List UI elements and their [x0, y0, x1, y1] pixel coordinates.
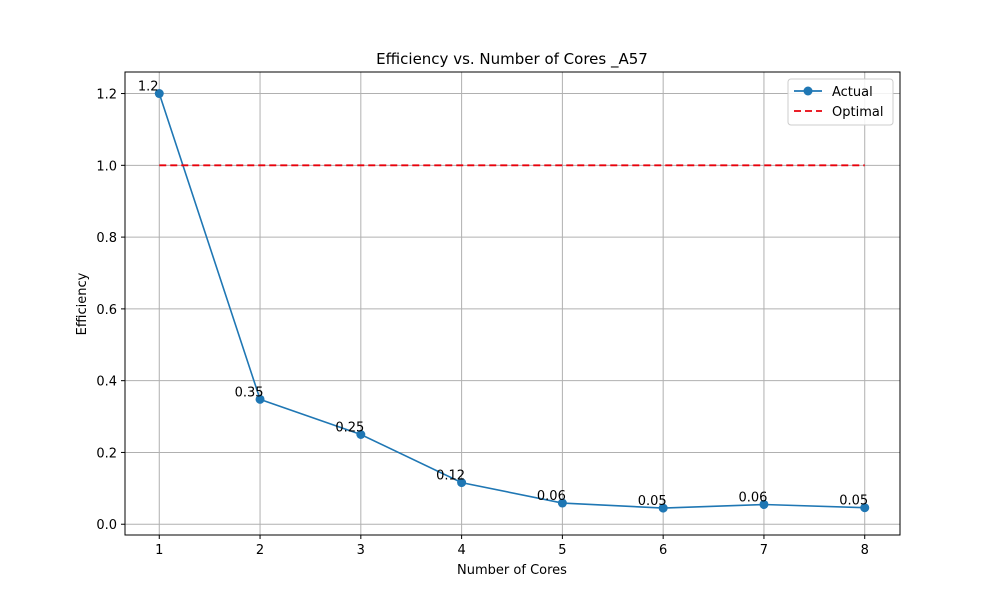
x-tick-label: 1: [155, 543, 163, 558]
x-axis-label: Number of Cores: [457, 563, 567, 578]
y-tick-label: 0.0: [96, 518, 117, 533]
data-point: [457, 478, 467, 488]
legend: Actual Optimal: [787, 78, 894, 126]
data-label: 0.05: [839, 494, 868, 509]
data-label: 0.35: [235, 385, 264, 400]
legend-marker: [803, 86, 813, 96]
data-label: 0.05: [638, 494, 667, 509]
data-label: 0.06: [537, 489, 566, 504]
data-label: 0.06: [738, 490, 767, 505]
ticks: 1 2 3 4 5 6 7 8 0.0 0.2 0.4 0.6 0.8 1.0 1.2: [96, 88, 869, 558]
x-tick-label: 4: [457, 543, 465, 558]
data-point: [356, 430, 366, 440]
data-point: [658, 503, 668, 513]
data-point: [759, 499, 769, 509]
y-tick-label: 0.6: [96, 303, 117, 318]
y-tick-label: 0.2: [96, 446, 117, 461]
data-point: [154, 89, 164, 99]
data-label: 0.25: [335, 421, 364, 436]
x-tick-label: 5: [558, 543, 566, 558]
data-point: [860, 503, 870, 513]
y-tick-label: 1.2: [96, 88, 117, 103]
x-tick-label: 7: [760, 543, 768, 558]
series-layer: 1.2 0.35 0.25 0.12 0.06 0.05 0.06 0.05: [138, 80, 870, 513]
chart-title: Efficiency vs. Number of Cores _A57: [376, 50, 648, 69]
x-tick-label: 3: [357, 543, 365, 558]
grid: [125, 72, 900, 535]
x-tick-label: 2: [256, 543, 264, 558]
data-label: 1.2: [138, 80, 159, 95]
y-tick-label: 0.4: [96, 375, 117, 390]
series-line-actual: [158, 93, 865, 509]
y-tick-label: 0.8: [96, 231, 117, 246]
data-point: [255, 394, 265, 404]
y-tick-label: 1.0: [96, 159, 117, 174]
x-tick-label: 6: [659, 543, 667, 558]
plot-frame: [124, 71, 901, 536]
data-point: [557, 498, 567, 508]
x-tick-label: 8: [861, 543, 869, 558]
legend-label-actual: Actual: [832, 85, 873, 100]
data-label: 0.12: [436, 469, 465, 484]
y-axis-label: Efficiency: [75, 272, 90, 335]
legend-label-optimal: Optimal: [832, 105, 883, 120]
